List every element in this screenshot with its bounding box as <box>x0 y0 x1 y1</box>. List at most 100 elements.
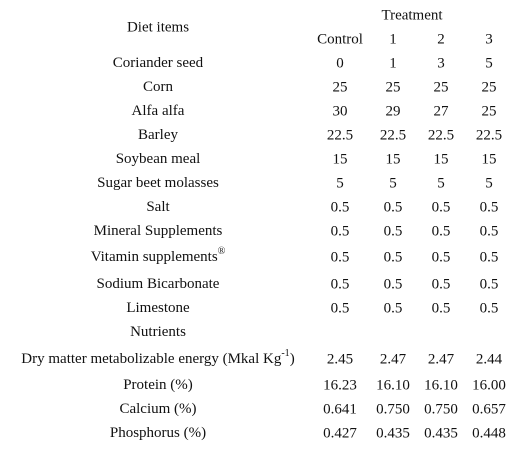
label-text: Sugar beet molasses <box>97 175 219 191</box>
label-text: Coriander seed <box>113 55 204 71</box>
cell: 0.750 <box>376 401 410 417</box>
label-text: Dry matter metabolizable energy (Mkal Kg <box>21 351 282 367</box>
row-label: Calcium (%) <box>119 401 196 417</box>
cell: 0.435 <box>424 425 458 441</box>
cell: 0.5 <box>384 300 403 316</box>
cell: 0.5 <box>331 223 350 239</box>
cell: 0.5 <box>432 276 451 292</box>
row-label: Coriander seed <box>113 55 204 71</box>
cell: 5 <box>389 175 397 191</box>
row-label: Salt <box>146 199 170 215</box>
label-text: Phosphorus (%) <box>110 425 206 441</box>
row-label: Vitamin supplements® <box>91 246 226 265</box>
cell: 5 <box>485 175 493 191</box>
group-header: Treatment <box>381 7 443 23</box>
label-text: Vitamin supplements <box>91 249 218 265</box>
cell: 0.5 <box>432 199 451 215</box>
cell: 30 <box>333 103 348 119</box>
label-text: Alfa alfa <box>132 103 185 119</box>
cell: 29 <box>386 103 401 119</box>
cell: 0.5 <box>432 300 451 316</box>
column-header: 2 <box>437 31 445 47</box>
row-label: Phosphorus (%) <box>110 425 206 441</box>
cell: 0.448 <box>472 425 506 441</box>
cell: 2.44 <box>476 351 503 367</box>
label-text: Protein (%) <box>123 377 193 393</box>
cell: 2.47 <box>428 351 455 367</box>
label-superscript: ® <box>218 246 226 257</box>
row-label: Limestone <box>126 300 190 316</box>
cell: 0.750 <box>424 401 458 417</box>
label-text: Salt <box>146 199 170 215</box>
cell: 0.5 <box>480 223 499 239</box>
label-text: Corn <box>143 79 174 95</box>
column-header: 1 <box>389 31 397 47</box>
cell: 0.5 <box>480 300 499 316</box>
cell: 16.00 <box>472 377 506 393</box>
label-superscript: -1 <box>281 348 289 359</box>
column-header: 3 <box>485 31 493 47</box>
row-label: Protein (%) <box>123 377 193 393</box>
cell: 1 <box>389 55 397 71</box>
cell: 0.5 <box>331 276 350 292</box>
cell: 0.5 <box>331 300 350 316</box>
column-header: Diet items <box>127 19 189 35</box>
cell: 25 <box>333 79 348 95</box>
cell: 27 <box>434 103 450 119</box>
cell: 0.5 <box>384 223 403 239</box>
cell: 0.641 <box>323 401 357 417</box>
row-label: Sodium Bicarbonate <box>97 276 220 292</box>
label-text: Soybean meal <box>116 151 201 167</box>
row-label: Barley <box>138 127 178 143</box>
cell: 5 <box>437 175 445 191</box>
cell: 22.5 <box>476 127 502 143</box>
cell: 15 <box>482 151 497 167</box>
cell: 0.5 <box>480 199 499 215</box>
label-text: Mineral Supplements <box>94 223 223 239</box>
cell: 5 <box>485 55 493 71</box>
cell: 25 <box>434 79 449 95</box>
cell: 5 <box>336 175 344 191</box>
cell: 2.45 <box>327 351 353 367</box>
cell: 16.10 <box>376 377 410 393</box>
column-header: Control <box>317 31 363 47</box>
cell: 0.5 <box>331 199 350 215</box>
row-label: Mineral Supplements <box>94 223 223 239</box>
cell: 0.5 <box>432 223 451 239</box>
row-label: Corn <box>143 79 174 95</box>
cell: 22.5 <box>327 127 353 143</box>
cell: 0.5 <box>432 249 451 265</box>
cell: 2.47 <box>380 351 407 367</box>
cell: 0.657 <box>472 401 506 417</box>
cell: 15 <box>333 151 348 167</box>
label-text: Nutrients <box>130 324 186 340</box>
cell: 0.5 <box>384 249 403 265</box>
cell: 16.10 <box>424 377 458 393</box>
cell: 15 <box>434 151 449 167</box>
cell: 0.5 <box>480 249 499 265</box>
row-label: Nutrients <box>130 324 186 340</box>
label-text: Barley <box>138 127 178 143</box>
cell: 0.427 <box>323 425 357 441</box>
cell: 0.5 <box>384 199 403 215</box>
cell: 25 <box>482 103 497 119</box>
cell: 0 <box>336 55 344 71</box>
row-label: Dry matter metabolizable energy (Mkal Kg… <box>21 348 294 367</box>
cell: 25 <box>386 79 401 95</box>
label-text: Limestone <box>126 300 190 316</box>
row-label: Alfa alfa <box>132 103 185 119</box>
cell: 16.23 <box>323 377 357 393</box>
cell: 22.5 <box>428 127 454 143</box>
label-text: ) <box>290 351 295 367</box>
row-label: Sugar beet molasses <box>97 175 219 191</box>
label-text: Calcium (%) <box>119 401 196 417</box>
cell: 0.5 <box>384 276 403 292</box>
row-label: Soybean meal <box>116 151 201 167</box>
cell: 3 <box>437 55 445 71</box>
label-text: Sodium Bicarbonate <box>97 276 220 292</box>
cell: 22.5 <box>380 127 406 143</box>
cell: 0.5 <box>331 249 350 265</box>
cell: 0.435 <box>376 425 410 441</box>
